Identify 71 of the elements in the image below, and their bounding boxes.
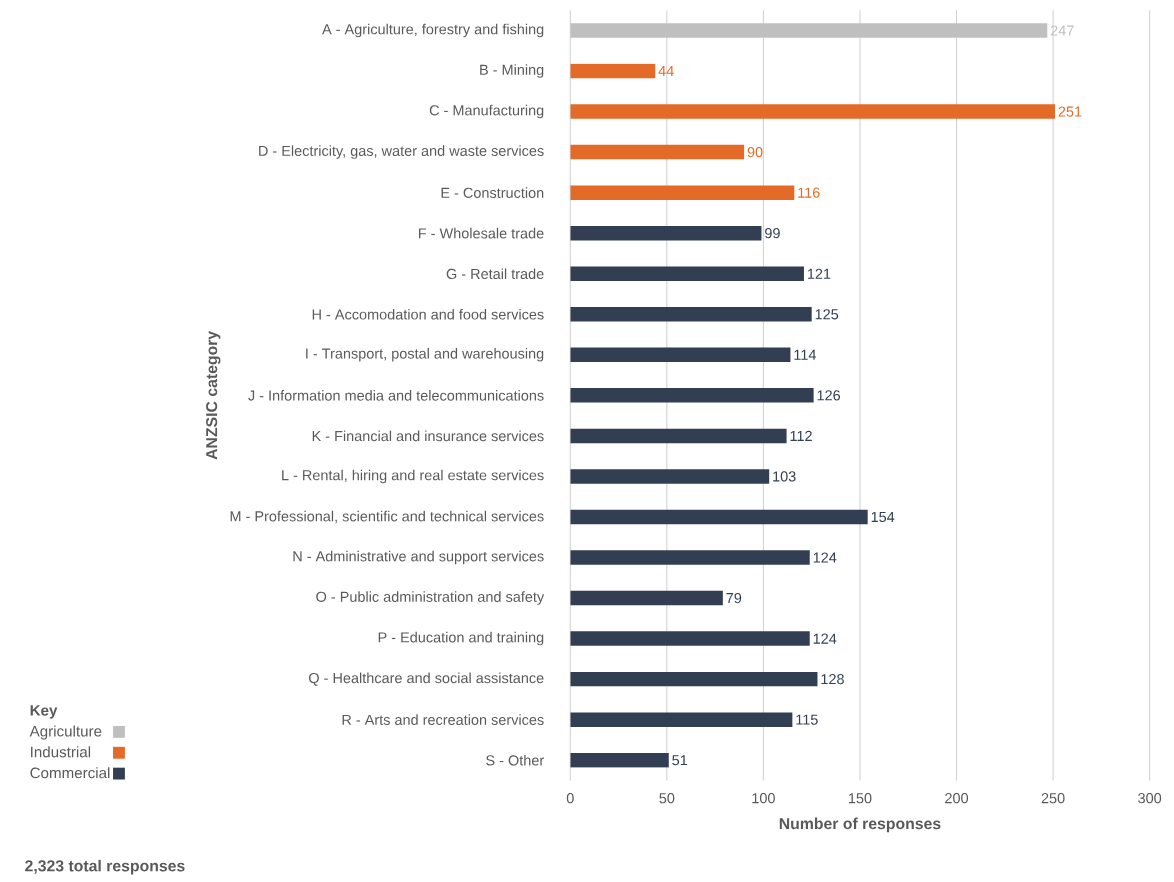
data-label: 251 bbox=[1058, 106, 1082, 117]
legend-title: Key bbox=[30, 705, 58, 719]
x-tick-label: 200 bbox=[945, 793, 969, 804]
data-label: 103 bbox=[773, 471, 796, 482]
bar bbox=[570, 266, 804, 282]
legend-label: Industrial bbox=[31, 746, 91, 758]
data-label: 79 bbox=[726, 593, 742, 604]
bar bbox=[570, 509, 868, 525]
legend-label: Agriculture bbox=[29, 725, 102, 740]
bar bbox=[570, 469, 770, 484]
y-tick-label: H - Accomodation and food services bbox=[312, 309, 544, 320]
bar bbox=[570, 347, 791, 363]
data-label: 114 bbox=[794, 349, 816, 360]
bar bbox=[570, 753, 669, 768]
bar bbox=[570, 104, 1056, 119]
x-tick-label: 300 bbox=[1138, 793, 1162, 804]
data-label: 124 bbox=[813, 633, 837, 644]
y-tick-label: Q - Healthcare and social assistance bbox=[309, 672, 544, 686]
bar bbox=[570, 388, 814, 403]
bar bbox=[570, 63, 656, 79]
legend-label: Commercial bbox=[30, 767, 110, 779]
bar bbox=[570, 550, 810, 565]
bar bbox=[570, 307, 812, 322]
y-tick-label: P - Education and training bbox=[378, 631, 544, 646]
data-label: 90 bbox=[747, 147, 763, 158]
bar bbox=[570, 671, 818, 687]
data-label: 128 bbox=[821, 674, 844, 685]
data-label: 124 bbox=[813, 552, 837, 563]
x-tick-label: 250 bbox=[1041, 793, 1065, 804]
text: 2,323 total responses bbox=[25, 859, 185, 875]
x-tick-label: 150 bbox=[848, 793, 872, 804]
bar bbox=[570, 185, 795, 200]
y-tick-label: G - Retail trade bbox=[446, 268, 544, 280]
y-tick-label: L - Rental, hiring and real estate services bbox=[282, 469, 544, 484]
data-label: 125 bbox=[815, 309, 839, 320]
y-tick-label: A - Agriculture, forestry and fishing bbox=[322, 23, 544, 38]
data-label: 247 bbox=[1050, 25, 1074, 36]
bar bbox=[570, 590, 723, 606]
y-tick-label: S - Other bbox=[486, 754, 544, 766]
data-label: 112 bbox=[790, 430, 812, 442]
y-tick-label: N - Administrative and support services bbox=[293, 550, 544, 565]
y-tick-label: M - Professional, scientific and technical services bbox=[230, 510, 544, 524]
y-tick-label: C - Manufacturing bbox=[429, 104, 544, 119]
y-tick-label: I - Transport, postal and warehousing bbox=[306, 348, 544, 362]
bar bbox=[570, 144, 745, 160]
y-axis-title: ANZSIC category bbox=[206, 330, 221, 460]
data-label: 154 bbox=[871, 511, 895, 523]
y-tick-label: D - Electricity, gas, water and waste services bbox=[259, 145, 544, 159]
y-tick-label: B - Mining bbox=[480, 64, 544, 78]
x-tick-label: 100 bbox=[752, 793, 775, 804]
bar bbox=[570, 712, 793, 727]
bar bbox=[570, 226, 762, 241]
bar bbox=[570, 428, 787, 444]
data-label: 126 bbox=[817, 390, 841, 401]
data-label: 44 bbox=[658, 66, 674, 77]
y-tick-label: K - Financial and insurance services bbox=[312, 430, 544, 442]
data-label: 99 bbox=[765, 228, 780, 239]
y-tick-label: J - Information media and telecommunications bbox=[248, 390, 544, 401]
x-tick-label: 0 bbox=[566, 793, 574, 804]
y-tick-label: R - Arts and recreation services bbox=[342, 714, 544, 726]
data-label: 115 bbox=[796, 714, 818, 725]
x-tick-label: 50 bbox=[659, 793, 675, 804]
data-label: 116 bbox=[798, 187, 820, 198]
x-axis-title: Number of responses bbox=[779, 817, 941, 833]
data-label: 51 bbox=[672, 755, 688, 766]
bar bbox=[570, 631, 810, 646]
data-label: 121 bbox=[807, 268, 831, 279]
bar bbox=[570, 23, 1048, 38]
y-tick-label: F - Wholesale trade bbox=[419, 227, 544, 239]
y-tick-label: E - Construction bbox=[441, 187, 544, 199]
y-tick-label: O - Public administration and safety bbox=[316, 591, 545, 605]
